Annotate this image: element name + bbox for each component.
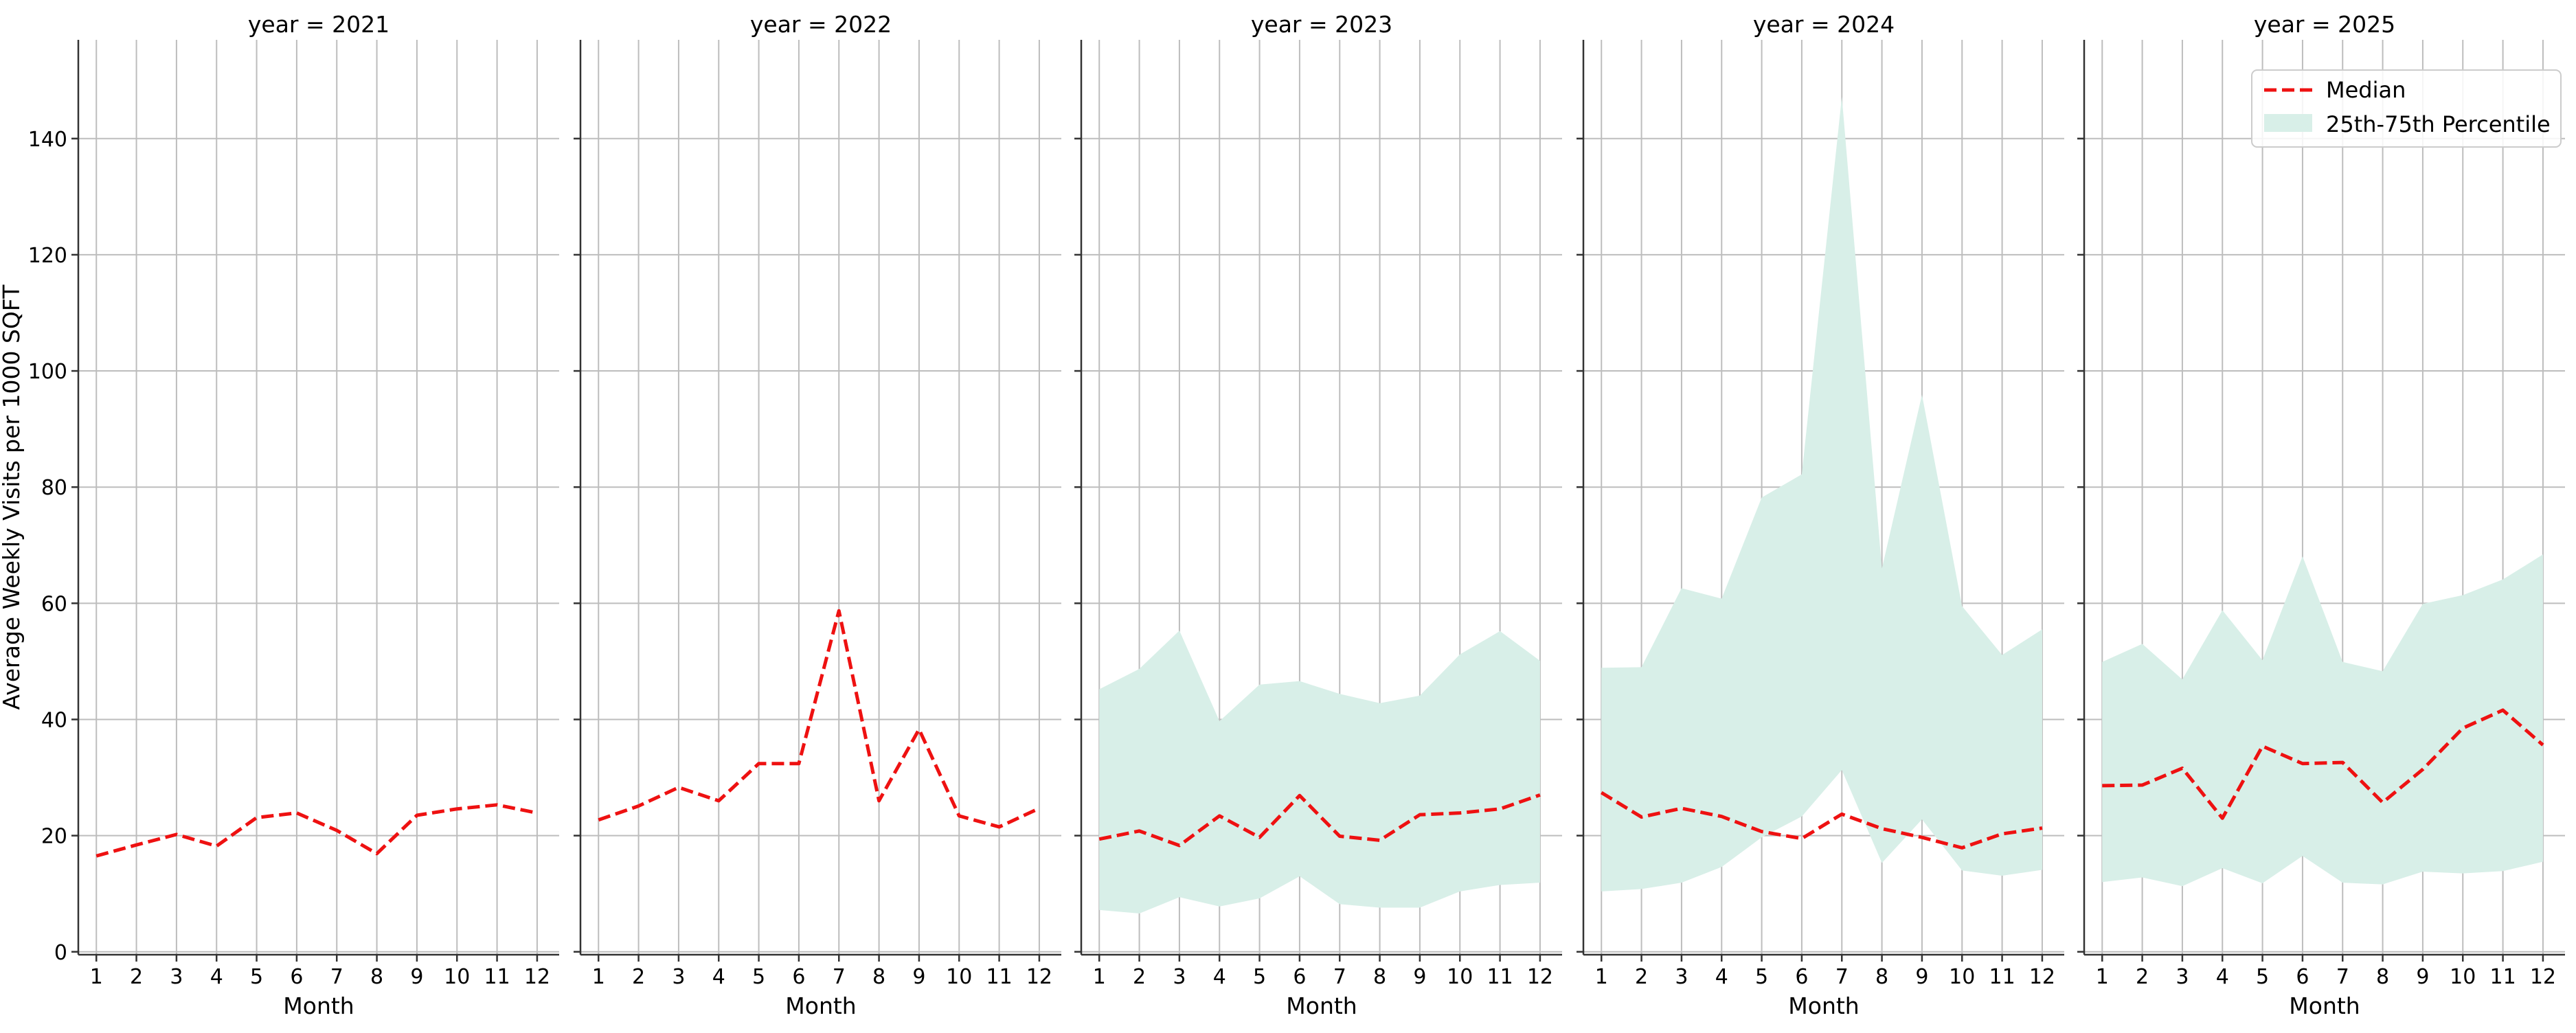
legend-band-label: 25th-75th Percentile — [2326, 111, 2551, 137]
y-tick-label: 60 — [41, 592, 67, 616]
x-tick-label: 1 — [1093, 965, 1106, 989]
panel-title: year = 2021 — [248, 11, 389, 38]
y-tick-label: 20 — [41, 825, 67, 849]
x-tick-label: 12 — [1026, 965, 1052, 989]
x-tick-label: 9 — [1915, 965, 1928, 989]
median-line — [1098, 793, 1541, 848]
y-axis-label: Average Weekly Visits per 1000 SQFT — [0, 284, 25, 710]
x-tick-label: 4 — [1715, 965, 1728, 989]
panel-title: year = 2025 — [2254, 11, 2395, 38]
x-tick-label: 6 — [1795, 965, 1808, 989]
x-tick-label: 4 — [1213, 965, 1226, 989]
x-tick-label: 7 — [833, 965, 846, 989]
x-tick-label: 7 — [330, 965, 343, 989]
legend: Median 25th-75th Percentile — [2251, 69, 2562, 148]
x-tick-label: 10 — [444, 965, 470, 989]
x-tick-label: 11 — [2489, 965, 2516, 989]
x-tick-label: 6 — [1293, 965, 1306, 989]
x-tick-label: 9 — [1413, 965, 1426, 989]
y-tick-label: 80 — [41, 476, 67, 500]
x-tick-label: 3 — [1675, 965, 1688, 989]
y-tick-label: 100 — [28, 360, 67, 384]
x-tick-label: 2 — [1635, 965, 1648, 989]
x-tick-label: 12 — [1527, 965, 1553, 989]
panel-title: year = 2023 — [1251, 11, 1392, 38]
x-tick-label: 6 — [290, 965, 303, 989]
x-tick-label: 10 — [2450, 965, 2476, 989]
x-axis-label: Month — [785, 992, 856, 1019]
x-tick-label: 6 — [792, 965, 805, 989]
x-tick-label: 10 — [946, 965, 972, 989]
x-tick-label: 11 — [986, 965, 1012, 989]
x-tick-label: 7 — [1333, 965, 1346, 989]
x-tick-label: 11 — [484, 965, 510, 989]
median-line — [2102, 708, 2544, 820]
percentile-band — [1099, 631, 1540, 913]
x-tick-label: 5 — [1253, 965, 1266, 989]
legend-band-swatch — [2264, 114, 2312, 132]
x-tick-label: 2 — [2136, 965, 2149, 989]
x-tick-label: 12 — [524, 965, 550, 989]
panel-title: year = 2022 — [750, 11, 892, 38]
x-tick-label: 1 — [2096, 965, 2109, 989]
x-tick-label: 2 — [1133, 965, 1146, 989]
y-tick-label: 140 — [28, 128, 67, 152]
x-tick-label: 1 — [90, 965, 103, 989]
x-axis-label: Month — [1286, 992, 1357, 1019]
x-tick-label: 9 — [912, 965, 925, 989]
x-tick-label: 3 — [1173, 965, 1186, 989]
x-axis-label: Month — [283, 992, 354, 1019]
x-tick-label: 5 — [752, 965, 765, 989]
legend-box — [2251, 69, 2562, 148]
x-tick-label: 12 — [2530, 965, 2556, 989]
legend-median-label: Median — [2326, 77, 2406, 103]
x-tick-label: 2 — [130, 965, 143, 989]
x-axis-label: Month — [2289, 992, 2360, 1019]
x-tick-label: 12 — [2029, 965, 2055, 989]
x-tick-label: 9 — [2416, 965, 2429, 989]
median-line — [598, 609, 1040, 829]
x-tick-label: 10 — [1949, 965, 1975, 989]
x-tick-label: 7 — [1835, 965, 1849, 989]
x-tick-label: 11 — [1989, 965, 2015, 989]
x-tick-label: 5 — [1755, 965, 1768, 989]
x-tick-label: 8 — [1875, 965, 1888, 989]
x-tick-label: 6 — [2296, 965, 2309, 989]
x-tick-label: 4 — [210, 965, 223, 989]
x-tick-label: 5 — [250, 965, 263, 989]
x-tick-label: 4 — [712, 965, 725, 989]
y-tick-label: 40 — [41, 708, 67, 732]
y-tick-label: 0 — [54, 941, 67, 965]
x-tick-label: 2 — [632, 965, 645, 989]
x-tick-label: 1 — [1595, 965, 1608, 989]
y-tick-label: 120 — [28, 244, 67, 268]
x-tick-label: 3 — [2176, 965, 2189, 989]
x-axis-label: Month — [1788, 992, 1859, 1019]
x-tick-label: 1 — [592, 965, 605, 989]
x-tick-label: 8 — [872, 965, 885, 989]
x-tick-label: 4 — [2216, 965, 2229, 989]
median-line — [1600, 791, 2043, 850]
x-tick-label: 8 — [370, 965, 383, 989]
median-line — [95, 803, 538, 858]
percentile-band — [1601, 96, 2042, 892]
x-tick-label: 3 — [672, 965, 685, 989]
panel-title: year = 2024 — [1753, 11, 1895, 38]
percentile-band — [2102, 554, 2543, 887]
x-tick-label: 8 — [1373, 965, 1386, 989]
x-tick-label: 7 — [2336, 965, 2349, 989]
x-tick-label: 10 — [1447, 965, 1473, 989]
x-tick-label: 9 — [410, 965, 423, 989]
x-tick-label: 11 — [1487, 965, 1513, 989]
x-tick-label: 8 — [2376, 965, 2389, 989]
x-tick-label: 5 — [2256, 965, 2269, 989]
x-tick-label: 3 — [170, 965, 183, 989]
